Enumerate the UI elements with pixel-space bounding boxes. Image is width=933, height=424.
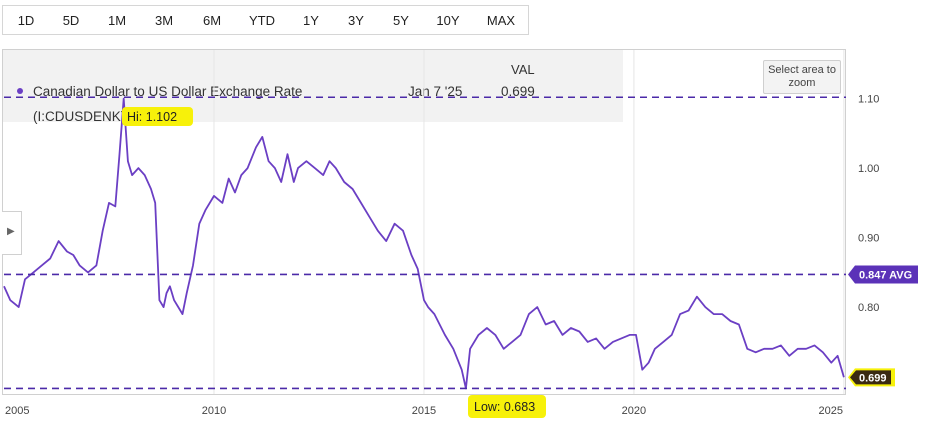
range-button-10y[interactable]: 10Y bbox=[436, 13, 460, 28]
value-column-header: VAL bbox=[511, 62, 535, 77]
x-tick-label: 2010 bbox=[202, 405, 226, 417]
y-tick-label: 0.80 bbox=[858, 302, 879, 314]
series-name: Canadian Dollar to US Dollar Exchange Ra… bbox=[33, 84, 303, 99]
avg-label: 0.847 AVG bbox=[859, 269, 912, 281]
range-button-3y[interactable]: 3Y bbox=[348, 13, 364, 28]
last-value-badge bbox=[850, 370, 891, 385]
series-symbol: (I:CDUSDENK) bbox=[33, 109, 126, 124]
chevron-right-icon: ▶ bbox=[7, 226, 15, 237]
range-button-5y[interactable]: 5Y bbox=[393, 13, 409, 28]
series-header-panel bbox=[3, 50, 623, 122]
y-tick-label: 0.90 bbox=[858, 233, 879, 245]
x-tick-label: 2015 bbox=[412, 405, 436, 417]
range-button-1d[interactable]: 1D bbox=[17, 13, 35, 28]
expand-panel-tab[interactable]: ▶ bbox=[2, 211, 22, 255]
hi-label: Hi: 1.102 bbox=[127, 110, 177, 124]
x-tick-label: 2005 bbox=[5, 405, 29, 417]
x-tick-label: 2025 bbox=[819, 405, 843, 417]
low-label: Low: 0.683 bbox=[474, 400, 535, 414]
range-button-6m[interactable]: 6M bbox=[202, 13, 222, 28]
low-label-highlight bbox=[468, 395, 546, 418]
current-value: 0.699 bbox=[501, 84, 535, 99]
series-color-dot bbox=[17, 88, 23, 94]
exchange-rate-line bbox=[3, 97, 845, 390]
y-tick-label: 1.00 bbox=[858, 163, 879, 175]
range-button-1m[interactable]: 1M bbox=[107, 13, 127, 28]
last-value-label: 0.699 bbox=[859, 372, 887, 384]
time-range-bar bbox=[2, 5, 529, 35]
y-tick-label: 1.10 bbox=[858, 94, 879, 106]
range-button-max[interactable]: MAX bbox=[486, 13, 516, 28]
range-button-3m[interactable]: 3M bbox=[154, 13, 174, 28]
range-button-1y[interactable]: 1Y bbox=[303, 13, 319, 28]
x-tick-label: 2020 bbox=[622, 405, 646, 417]
select-area-zoom-button[interactable]: Select area to zoom bbox=[763, 60, 841, 94]
range-button-5d[interactable]: 5D bbox=[62, 13, 80, 28]
hi-label-highlight bbox=[122, 107, 193, 126]
avg-badge bbox=[848, 265, 918, 284]
current-date: Jan 7 '25 bbox=[408, 84, 463, 99]
range-button-ytd[interactable]: YTD bbox=[249, 13, 275, 28]
